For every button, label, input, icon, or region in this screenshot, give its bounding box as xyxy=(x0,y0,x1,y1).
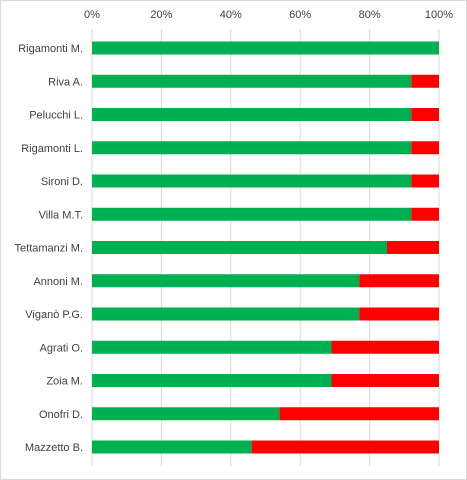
bar-segment xyxy=(92,174,412,188)
bar-segment xyxy=(411,74,439,88)
x-tick-label: 100% xyxy=(425,9,453,21)
bar-segment xyxy=(92,274,360,288)
bar-segment xyxy=(92,41,439,55)
x-tick-label: 60% xyxy=(289,9,311,21)
category-label: Villa M.T. xyxy=(39,209,83,221)
bar-segment xyxy=(359,307,439,321)
bars xyxy=(92,41,439,454)
bar-segment xyxy=(386,241,439,254)
bar-segment xyxy=(92,241,387,254)
bar-segment xyxy=(331,340,439,354)
bar-segment xyxy=(92,74,412,88)
category-label: Tettamanzi M. xyxy=(15,243,83,255)
bar-segment xyxy=(359,274,439,288)
category-label: Annoni M. xyxy=(33,276,83,288)
category-label: Onofri D. xyxy=(39,409,83,421)
category-label: Pelucchi L. xyxy=(29,110,83,122)
bar-segment xyxy=(92,440,252,454)
category-label: Rigamonti L. xyxy=(21,143,83,155)
bar-segment xyxy=(92,340,332,354)
bar-segment xyxy=(92,407,280,421)
bar-segment xyxy=(92,108,412,121)
category-label: Viganò P.G. xyxy=(25,309,83,321)
bar-segment xyxy=(411,108,439,121)
category-label: Rigamonti M. xyxy=(18,43,83,55)
bar-segment xyxy=(92,207,412,221)
x-tick-label: 20% xyxy=(150,9,172,21)
bar-segment xyxy=(331,374,439,387)
bar-segment xyxy=(411,207,439,221)
bar-segment xyxy=(92,307,360,321)
category-label: Sironi D. xyxy=(41,176,83,188)
category-label: Zoia M. xyxy=(46,376,83,388)
category-labels: Rigamonti M. Riva A. Pelucchi L. Rigamonti … xyxy=(15,43,83,454)
bar-segment xyxy=(411,141,439,155)
x-tick-label: 80% xyxy=(359,9,381,21)
bar-segment xyxy=(92,141,412,155)
bar-segment xyxy=(251,440,439,454)
x-axis-ticks: 0% 20% 40% 60% 80% 100% xyxy=(84,9,453,21)
x-tick-label: 40% xyxy=(220,9,242,21)
category-label: Riva A. xyxy=(48,76,83,88)
bar-segment xyxy=(92,374,332,387)
bar-segment xyxy=(411,174,439,188)
bar-segment xyxy=(279,407,439,421)
category-label: Agrati O. xyxy=(40,342,83,354)
x-tick-label: 0% xyxy=(84,9,100,21)
category-label: Mazzetto B. xyxy=(25,442,83,454)
